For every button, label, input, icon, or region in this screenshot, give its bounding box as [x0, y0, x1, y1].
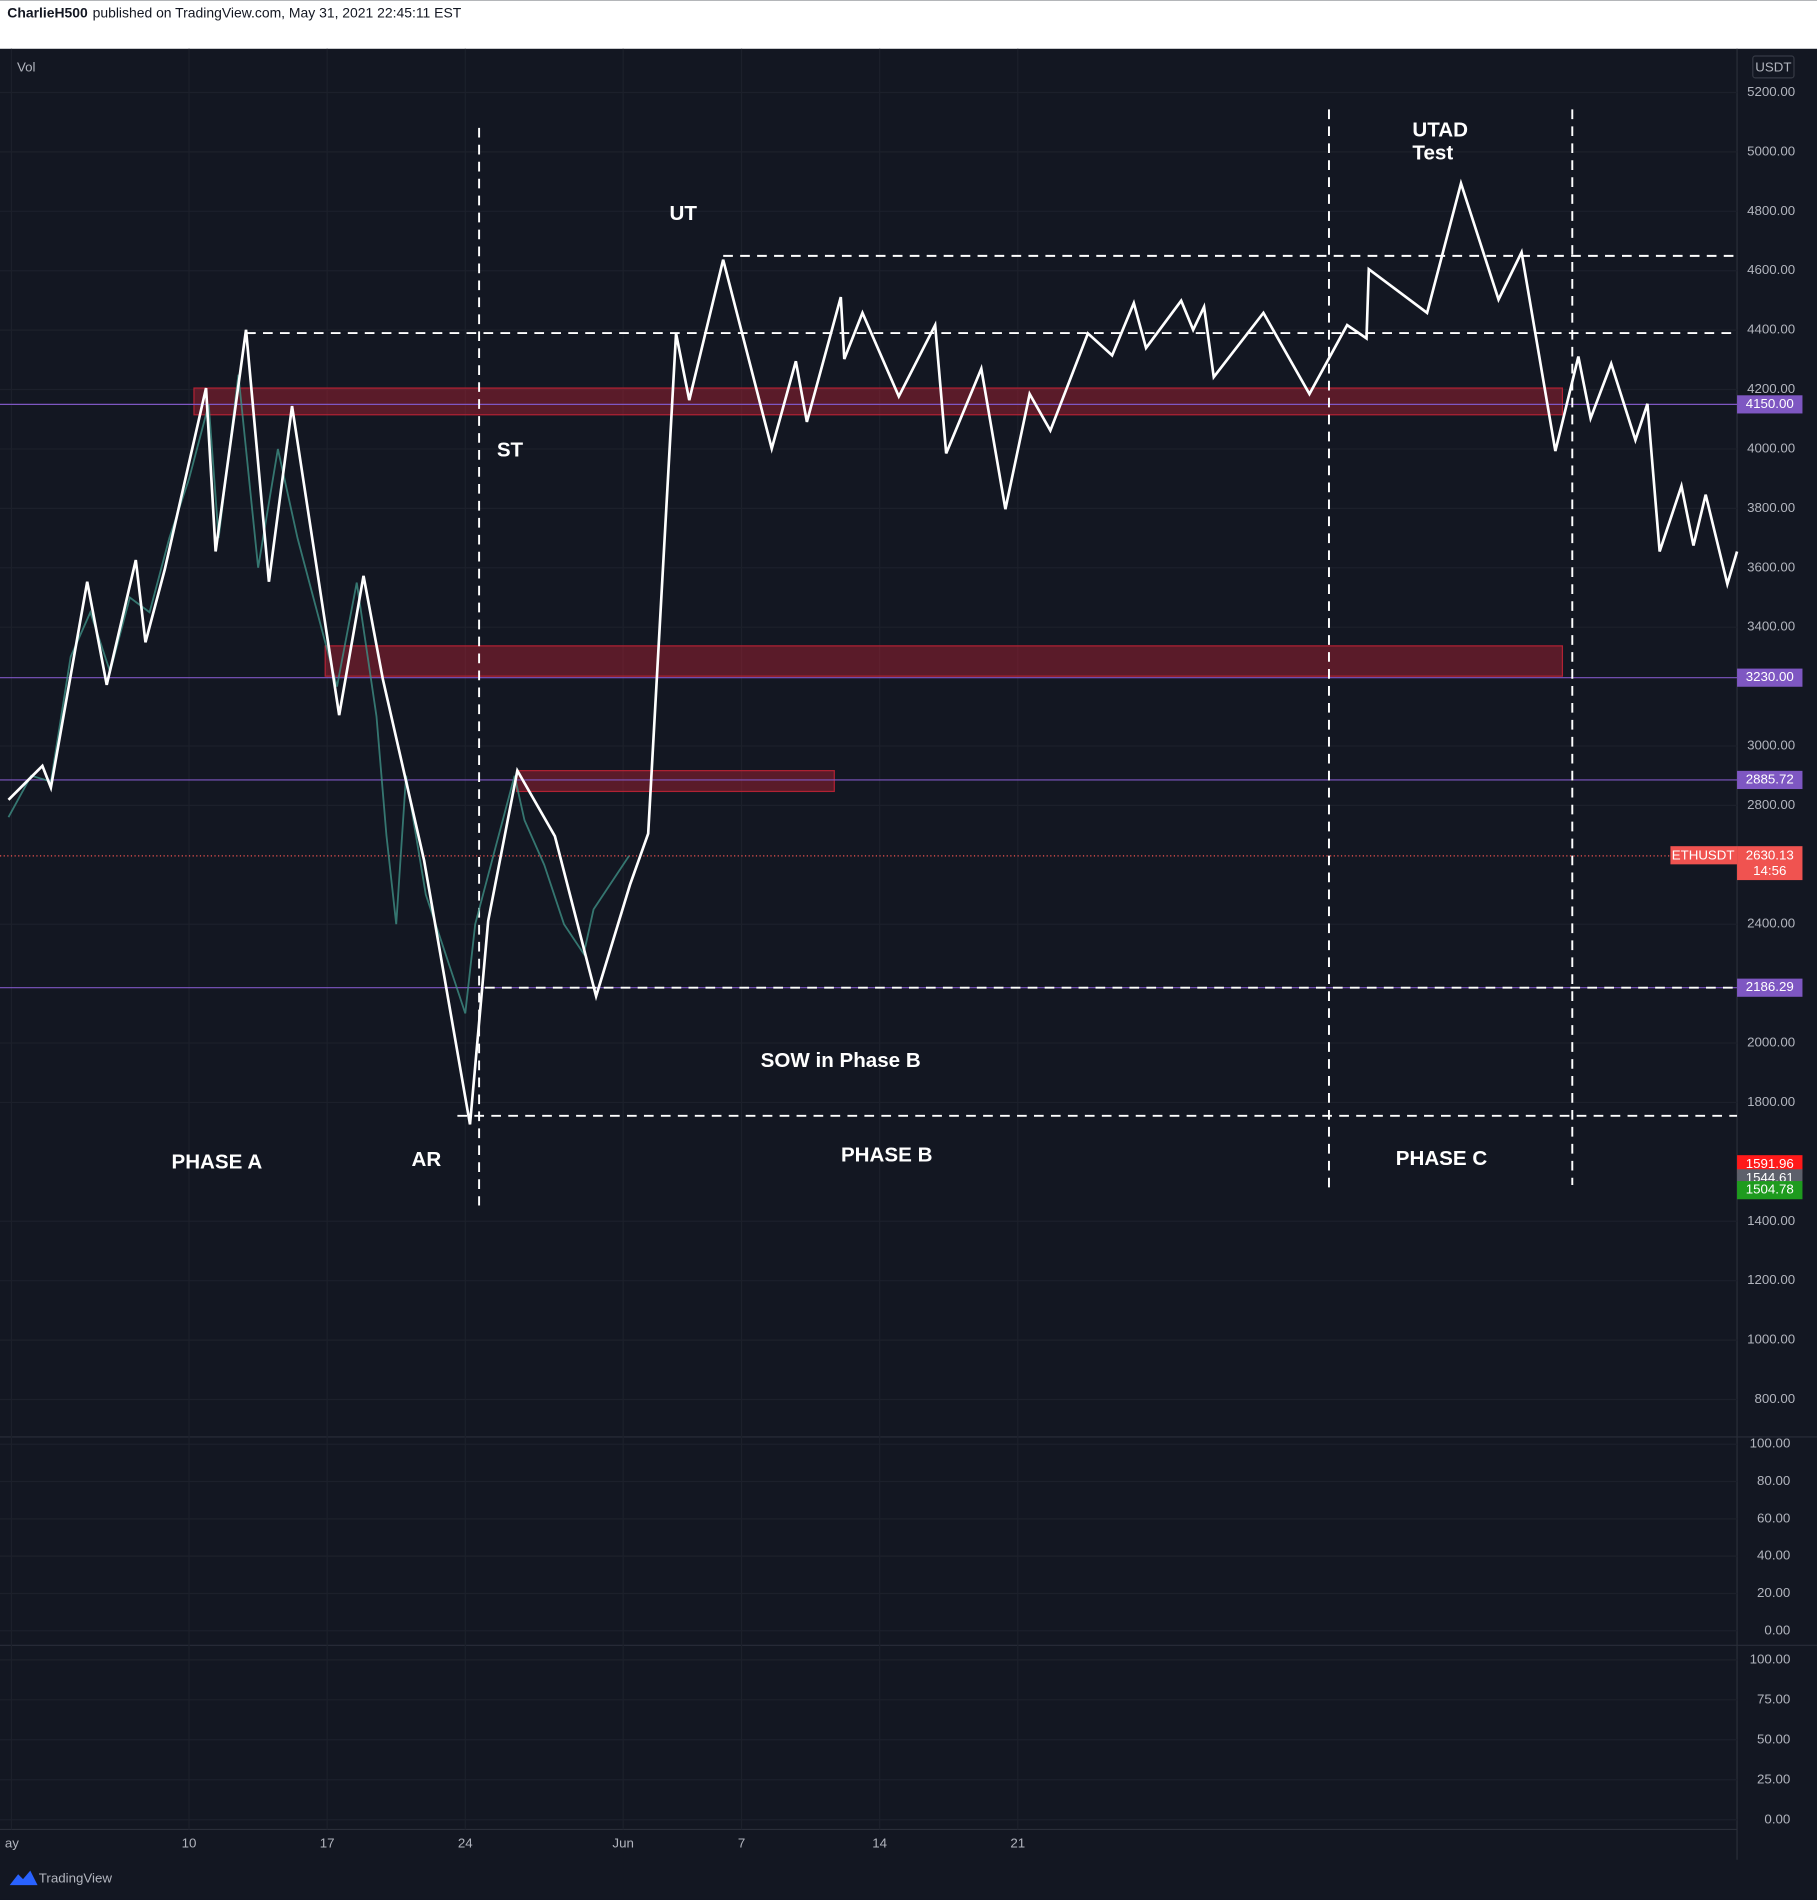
countdown-label: 14:56 [1753, 863, 1786, 878]
y-tick-label: 2000.00 [1747, 1035, 1795, 1050]
supply-zone [324, 645, 1564, 677]
projection-line [7, 178, 1739, 1125]
y-tick-label: 3400.00 [1747, 619, 1795, 634]
y-tick-label: 100.00 [1750, 1651, 1791, 1666]
marker-label: 1591.96 [1746, 1156, 1794, 1171]
currency-label: USDT [1755, 60, 1791, 75]
last-price-tag [1737, 846, 1803, 881]
header-line: CharlieH500 published on TradingView.com,… [7, 4, 461, 20]
y-tick-label: 1000.00 [1747, 1332, 1795, 1347]
annotation: UTAD [1412, 119, 1468, 142]
y-tick-label: 2800.00 [1747, 797, 1795, 812]
author: CharlieH500 [7, 4, 88, 20]
marker-label: 1504.78 [1746, 1182, 1794, 1197]
y-tick-label: 3800.00 [1747, 500, 1795, 515]
logo-icon [9, 1870, 38, 1886]
level-tag [1737, 978, 1803, 997]
marker-tag [1737, 1155, 1803, 1174]
supply-zone [515, 770, 835, 793]
symbol-tag [1670, 846, 1738, 865]
x-tick-label: ay [5, 1835, 19, 1850]
annotation: PHASE A [171, 1151, 262, 1174]
y-tick-label: 100.00 [1750, 1436, 1791, 1451]
y-tick-label: 5000.00 [1747, 143, 1795, 158]
x-tick-label: 24 [458, 1835, 473, 1850]
y-tick-label: 3600.00 [1747, 559, 1795, 574]
x-tick-label: 21 [1010, 1835, 1025, 1850]
level-label: 2885.72 [1746, 771, 1794, 786]
y-tick-label: 4400.00 [1747, 322, 1795, 337]
last-price-label: 2630.13 [1746, 847, 1794, 862]
brand: TradingView [39, 1871, 113, 1886]
level-label: 4150.00 [1746, 396, 1794, 411]
y-tick-label: 25.00 [1757, 1771, 1790, 1786]
annotation: AR [412, 1148, 442, 1171]
y-tick-label: 40.00 [1757, 1548, 1790, 1563]
y-tick-label: 80.00 [1757, 1473, 1790, 1488]
marker-tag [1737, 1181, 1803, 1200]
annotation: PHASE C [1396, 1147, 1488, 1170]
supply-zone [193, 387, 1564, 416]
y-tick-label: 4200.00 [1747, 381, 1795, 396]
x-tick-label: 14 [872, 1835, 887, 1850]
y-tick-label: 20.00 [1757, 1585, 1790, 1600]
volume-label: Vol [17, 60, 36, 75]
level-tag [1737, 770, 1803, 790]
annotation: SOW in Phase B [761, 1049, 921, 1072]
symbol-label: ETHUSDT [1672, 847, 1735, 862]
y-tick-label: 5200.00 [1747, 84, 1795, 99]
x-tick-label: 7 [738, 1835, 745, 1850]
level-tag [1737, 395, 1803, 414]
tradingview-logo [9, 1870, 38, 1886]
annotation: ST [497, 438, 524, 461]
price-line [7, 374, 630, 1014]
y-tick-label: 800.00 [1754, 1391, 1795, 1406]
level-label: 2186.29 [1746, 979, 1794, 994]
annotation: UT [669, 202, 697, 225]
y-tick-label: 1200.00 [1747, 1272, 1795, 1287]
y-tick-label: 4000.00 [1747, 440, 1795, 455]
x-tick-label: 10 [182, 1835, 197, 1850]
x-tick-label: Jun [612, 1835, 633, 1850]
y-tick-label: 60.00 [1757, 1510, 1790, 1525]
y-tick-label: 1400.00 [1747, 1213, 1795, 1228]
annotation: PHASE B [841, 1143, 932, 1166]
y-tick-label: 3000.00 [1747, 738, 1795, 753]
published: published on TradingView.com, May 31, 20… [93, 4, 462, 20]
x-tick-label: 17 [320, 1835, 335, 1850]
y-tick-label: 0.00 [1764, 1622, 1790, 1637]
y-tick-label: 0.00 [1764, 1811, 1790, 1826]
y-tick-label: 75.00 [1757, 1691, 1790, 1706]
level-label: 3230.00 [1746, 669, 1794, 684]
y-tick-label: 4600.00 [1747, 262, 1795, 277]
annotation: Test [1412, 142, 1453, 165]
level-tag [1737, 668, 1803, 687]
y-tick-label: 50.00 [1757, 1731, 1790, 1746]
y-tick-label: 2400.00 [1747, 916, 1795, 931]
y-tick-label: 1800.00 [1747, 1094, 1795, 1109]
header-bar [0, 0, 1817, 49]
currency-box [1752, 55, 1795, 79]
y-tick-label: 4800.00 [1747, 203, 1795, 218]
